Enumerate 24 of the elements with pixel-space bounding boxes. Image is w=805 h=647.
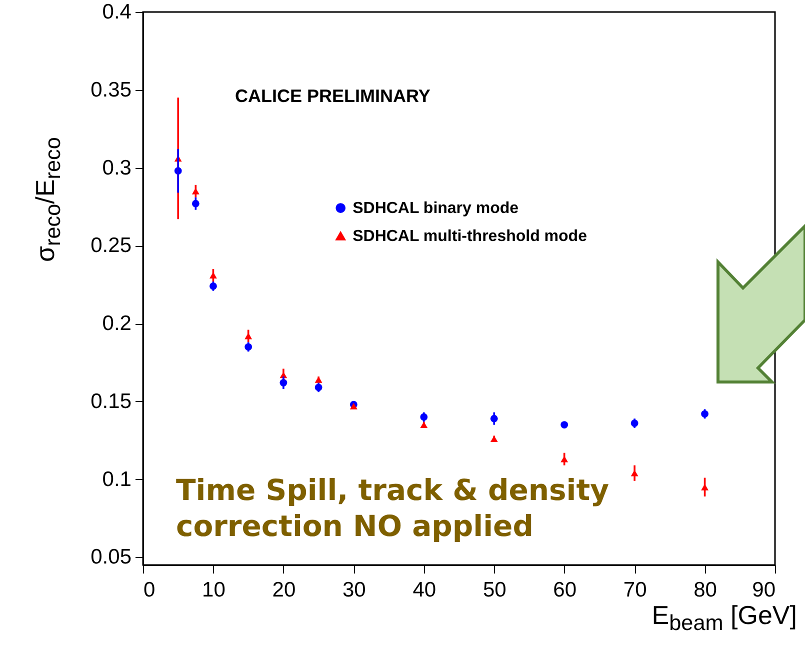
y-tick-label: 0.35 <box>90 78 132 102</box>
x-tick-label: 80 <box>694 578 717 602</box>
x-tick-label: 30 <box>342 578 366 602</box>
x-tick-label: 70 <box>623 578 647 602</box>
x-tick-label: 20 <box>272 578 296 602</box>
annotation: Time Spill, track & density correction NO applied <box>176 472 610 544</box>
y-tick-label: 0.2 <box>102 312 132 336</box>
x-tick-label: 90 <box>752 578 776 602</box>
y-tick-label: 0.05 <box>90 546 132 569</box>
y-tick-label: 0.15 <box>90 390 132 413</box>
y-tick-label: 0.3 <box>102 156 132 180</box>
annotation: CALICE PRELIMINARY <box>235 86 430 107</box>
x-tick-label: 40 <box>412 578 436 602</box>
legend-label: SDHCAL binary mode <box>352 200 519 218</box>
y-tick-label: 0.4 <box>102 0 132 24</box>
y-tick-label: 0.1 <box>102 468 132 491</box>
x-tick-label: 0 <box>144 578 156 602</box>
x-tick-label: 60 <box>553 578 577 602</box>
y-tick-label: 0.25 <box>90 234 132 258</box>
point <box>560 421 568 429</box>
x-tick-label: 10 <box>202 578 226 602</box>
x-tick-label: 50 <box>482 578 506 602</box>
legend-label: SDHCAL multi-threshold mode <box>352 228 588 246</box>
x-axis-title: E$_{beam}$ [GeV] <box>652 600 797 636</box>
